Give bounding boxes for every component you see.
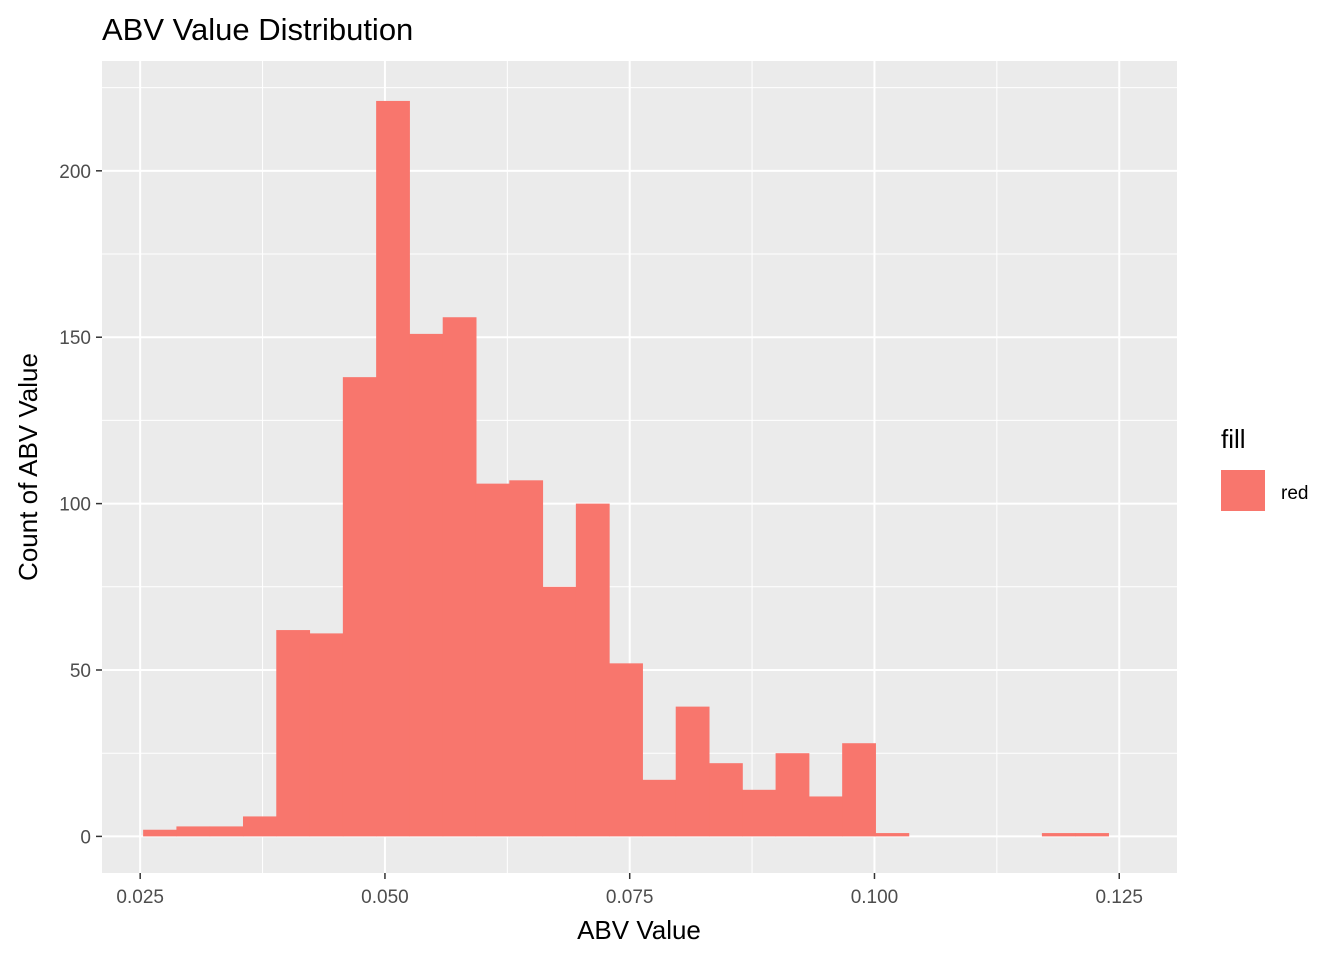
legend-title: fill bbox=[1221, 424, 1246, 454]
x-tick-label: 0.125 bbox=[1095, 887, 1143, 908]
legend-label-red: red bbox=[1281, 483, 1308, 504]
x-axis-title: ABV Value bbox=[577, 915, 701, 945]
legend: fill red bbox=[1221, 424, 1308, 511]
legend-swatch-red bbox=[1221, 470, 1265, 511]
histogram-bar bbox=[409, 333, 444, 837]
minor-gridlines bbox=[102, 61, 1177, 873]
y-tick-label: 0 bbox=[80, 827, 91, 848]
x-tick-label: 0.050 bbox=[361, 887, 409, 908]
histogram-bar bbox=[442, 317, 477, 837]
x-tick-label: 0.100 bbox=[851, 887, 899, 908]
y-tick-label: 200 bbox=[59, 162, 91, 183]
histogram-bar bbox=[342, 377, 377, 837]
histogram-bar bbox=[542, 586, 577, 837]
histogram-bar bbox=[242, 816, 277, 837]
x-tick-label: 0.075 bbox=[606, 887, 654, 908]
y-axis: 0 50 100 150 200 bbox=[59, 162, 102, 848]
histogram-bar bbox=[675, 706, 710, 837]
histogram-bar bbox=[609, 663, 643, 837]
y-axis-title: Count of ABV Value bbox=[13, 353, 43, 581]
histogram-bar bbox=[808, 796, 843, 837]
chart-title: ABV Value Distribution bbox=[102, 12, 413, 47]
y-tick-label: 150 bbox=[59, 328, 91, 349]
histogram-bar bbox=[842, 743, 876, 837]
histogram-bar bbox=[475, 483, 510, 837]
histogram-bar bbox=[775, 753, 810, 837]
y-tick-label: 100 bbox=[59, 495, 91, 516]
histogram-bar bbox=[176, 826, 211, 837]
x-tick-label: 0.025 bbox=[116, 887, 164, 908]
x-axis: 0.025 0.050 0.075 0.100 0.125 bbox=[116, 873, 1143, 908]
histogram-bar bbox=[143, 829, 177, 837]
histogram-bar bbox=[642, 779, 677, 837]
histogram-bar bbox=[1041, 833, 1076, 837]
histogram-bar bbox=[742, 789, 777, 837]
histogram-bar bbox=[709, 763, 743, 837]
histogram-bar bbox=[209, 826, 244, 837]
histogram-bar bbox=[875, 833, 910, 837]
histogram-bar bbox=[376, 100, 410, 837]
histogram-bar bbox=[1075, 833, 1109, 837]
histogram-bar bbox=[309, 633, 344, 837]
histogram-bar bbox=[575, 503, 610, 837]
histogram-bar bbox=[509, 480, 544, 837]
histogram-bar bbox=[276, 630, 311, 837]
y-tick-label: 50 bbox=[70, 661, 91, 682]
histogram-bars bbox=[143, 100, 1109, 837]
